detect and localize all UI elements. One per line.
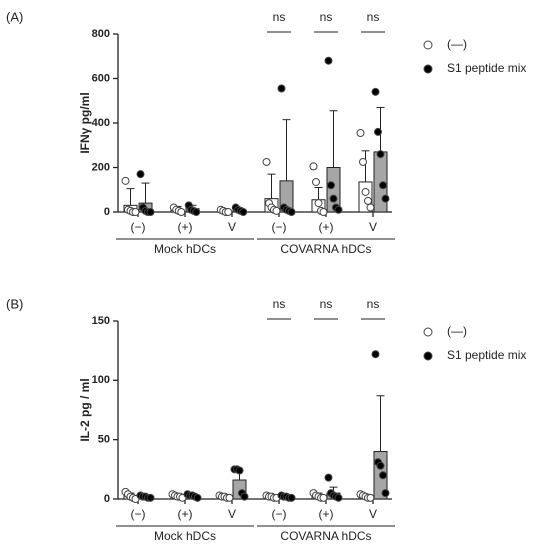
data-point xyxy=(364,196,372,205)
data-point xyxy=(334,493,343,502)
y-tick-label: 150 xyxy=(92,315,110,327)
x-tick-label: (−) xyxy=(131,220,146,234)
y-tick-label: 50 xyxy=(98,434,110,446)
data-point xyxy=(136,170,145,179)
x-tick-label: V xyxy=(369,220,377,234)
legend-marker xyxy=(423,327,433,337)
x-tick-label: (+) xyxy=(178,507,193,521)
y-axis-label: IFNγ pg/ml xyxy=(78,92,92,153)
panel-label: (B) xyxy=(6,296,23,311)
data-point xyxy=(177,208,186,216)
data-point xyxy=(329,194,338,203)
data-point xyxy=(193,493,202,502)
legend-label: (—) xyxy=(447,324,467,338)
data-point xyxy=(324,473,333,482)
data-point xyxy=(381,489,390,498)
data-point xyxy=(272,206,281,215)
data-point xyxy=(146,208,155,216)
legend-label: S1 peptide mix xyxy=(447,61,526,75)
annotation: ns xyxy=(320,10,333,24)
data-point xyxy=(309,162,318,171)
legend-marker xyxy=(423,351,433,361)
data-point xyxy=(314,199,323,208)
y-tick-label: 200 xyxy=(92,161,110,173)
y-tick-label: 400 xyxy=(92,117,110,129)
x-tick-label: (+) xyxy=(178,220,193,234)
data-point xyxy=(371,350,380,359)
data-point xyxy=(235,466,244,475)
data-point xyxy=(146,493,155,502)
data-point xyxy=(371,87,380,96)
data-point xyxy=(379,471,387,480)
data-point xyxy=(240,492,249,501)
data-point xyxy=(376,461,385,470)
y-tick-label: 0 xyxy=(104,206,110,218)
data-point xyxy=(131,208,140,216)
data-point xyxy=(366,493,375,502)
x-tick-label: (−) xyxy=(272,507,287,521)
legend-label: S1 peptide mix xyxy=(447,348,526,362)
data-point xyxy=(376,150,385,159)
data-point xyxy=(312,177,320,186)
x-tick-label: V xyxy=(228,507,236,521)
data-point xyxy=(239,208,248,216)
legend-marker xyxy=(423,40,433,50)
y-tick-label: 0 xyxy=(104,493,110,505)
data-point xyxy=(192,208,201,216)
data-point xyxy=(319,493,328,502)
legend-marker xyxy=(423,64,433,74)
data-point xyxy=(361,187,370,196)
data-point xyxy=(287,208,296,216)
group-label: Mock hDCs xyxy=(154,529,216,543)
data-point xyxy=(381,194,390,203)
x-tick-label: V xyxy=(228,220,236,234)
annotation: ns xyxy=(320,297,333,311)
data-point xyxy=(359,157,367,166)
data-point xyxy=(224,208,233,216)
data-point xyxy=(319,208,328,216)
annotation: ns xyxy=(273,297,286,311)
data-point xyxy=(225,493,234,502)
data-point xyxy=(287,493,296,502)
data-point xyxy=(334,205,343,214)
data-point xyxy=(356,129,365,138)
group-label: COVARNA hDCs xyxy=(280,529,371,543)
x-tick-label: (+) xyxy=(319,220,334,234)
x-tick-label: V xyxy=(369,507,377,521)
annotation: ns xyxy=(367,297,380,311)
data-point xyxy=(379,181,387,190)
x-tick-label: (−) xyxy=(131,507,146,521)
group-label: COVARNA hDCs xyxy=(280,242,371,256)
legend-label: (—) xyxy=(447,37,467,51)
panel-label: (A) xyxy=(6,9,23,24)
data-point xyxy=(374,127,382,136)
y-tick-label: 600 xyxy=(92,72,110,84)
y-tick-label: 100 xyxy=(92,374,110,386)
data-point xyxy=(366,203,375,212)
y-tick-label: 800 xyxy=(92,28,110,40)
data-point xyxy=(327,181,335,190)
data-point xyxy=(262,157,271,166)
annotation: ns xyxy=(367,10,380,24)
x-tick-label: (−) xyxy=(272,220,287,234)
y-axis-label: IL-2 pg / ml xyxy=(78,378,92,441)
data-point xyxy=(277,84,286,93)
group-label: Mock hDCs xyxy=(154,242,216,256)
data-point xyxy=(324,56,333,65)
annotation: ns xyxy=(273,10,286,24)
data-point xyxy=(121,176,130,185)
x-tick-label: (+) xyxy=(319,507,334,521)
